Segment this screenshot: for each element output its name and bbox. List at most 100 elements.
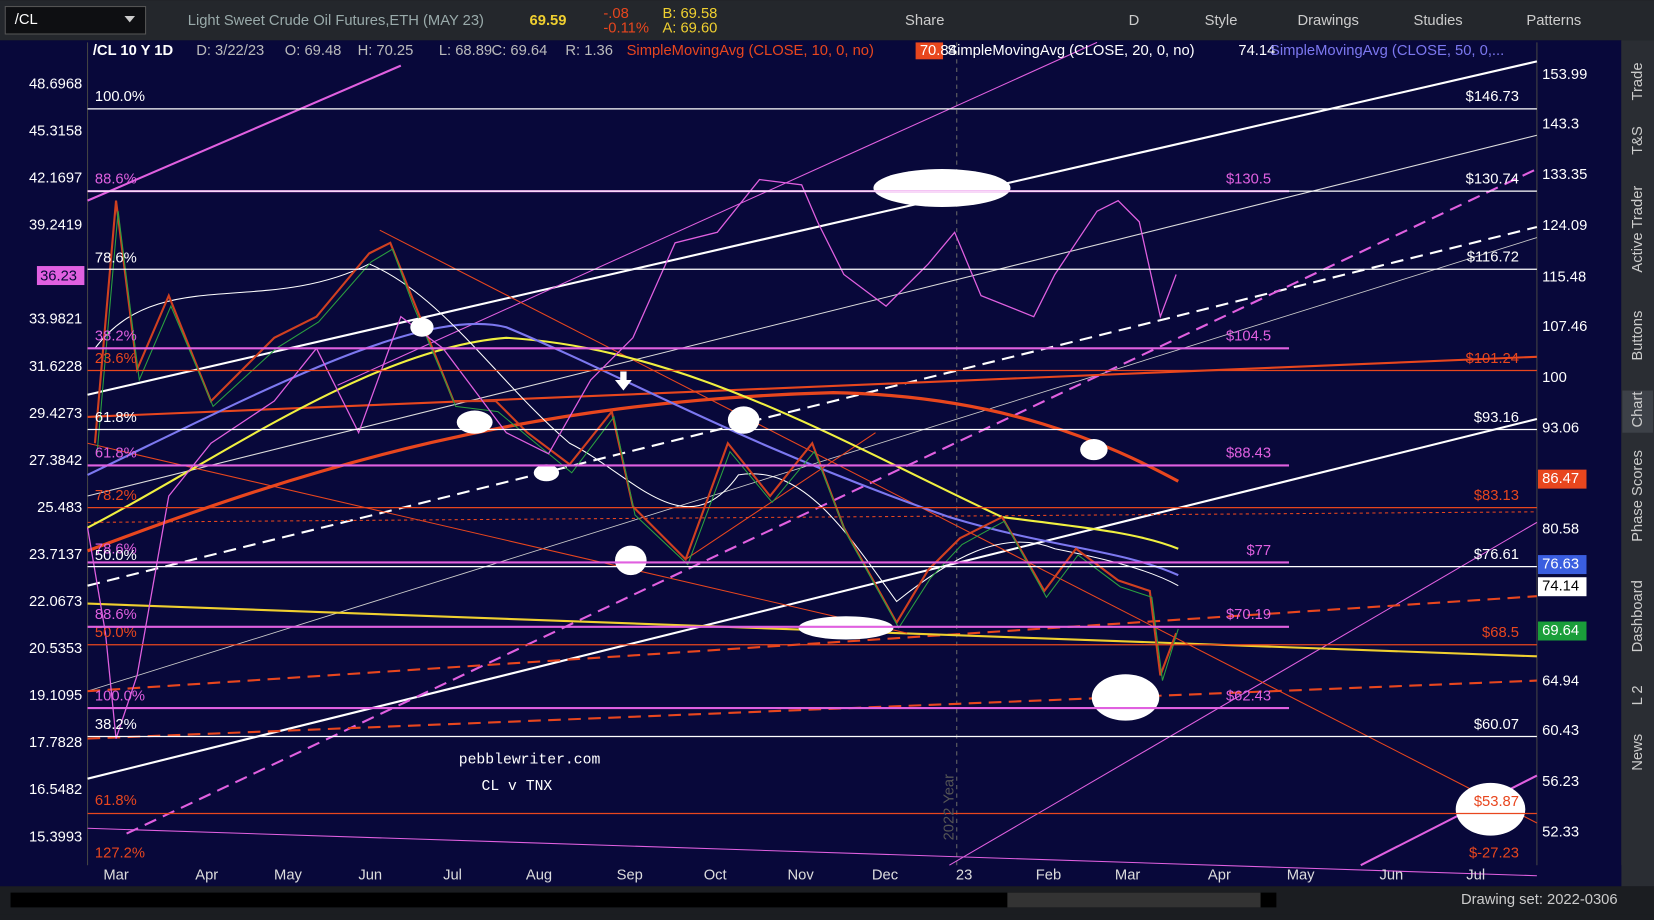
- left-axis-label: 25.483: [37, 500, 82, 516]
- right-axis-label: 80.58: [1542, 522, 1579, 538]
- header-symbol: /CL 10 Y 1D: [93, 43, 174, 59]
- level-label: $68.5: [1482, 625, 1519, 641]
- tnx-line: [86, 178, 1177, 739]
- right-axis-label: 93.06: [1542, 420, 1579, 436]
- change: -.08: [603, 6, 628, 22]
- toolbar-button[interactable]: Patterns: [1526, 13, 1581, 29]
- fib-label: 23.6%: [95, 351, 137, 367]
- price-badge: [36, 266, 85, 286]
- scroll-thumb[interactable]: [1007, 892, 1261, 908]
- value-badge: [915, 42, 944, 60]
- month-label: Dec: [872, 868, 898, 884]
- left-axis-label: 42.1697: [29, 171, 82, 187]
- level-label: $76.61: [1474, 547, 1519, 563]
- header-range: R: 1.36: [565, 43, 613, 59]
- side-tab[interactable]: Trade: [1630, 62, 1646, 100]
- left-axis-label: 29.4273: [29, 406, 82, 422]
- right-axis-label: 124.09: [1542, 218, 1587, 234]
- trend-line: [87, 64, 402, 202]
- right-axis-label: 115.48: [1542, 270, 1586, 286]
- price-badge-label: 69.64: [1542, 623, 1579, 639]
- left-axis-label: 45.3158: [29, 124, 82, 140]
- symbol-box[interactable]: [4, 6, 147, 35]
- fib-label: 50.0%: [95, 548, 137, 564]
- month-label: Jul: [443, 868, 462, 884]
- highlight: [614, 545, 647, 576]
- level-label: $53.87: [1474, 794, 1519, 810]
- trend-line: [87, 827, 1537, 877]
- right-axis-label: 153.99: [1542, 67, 1587, 83]
- fib-label: 78.6%: [95, 251, 137, 267]
- description: Light Sweet Crude Oil Futures,ETH (MAY 2…: [188, 13, 484, 29]
- price-badge-label: 86.47: [1542, 471, 1579, 487]
- left-axis-label: 27.3842: [29, 453, 82, 469]
- month-label: Nov: [788, 868, 815, 884]
- last-price: 69.59: [530, 13, 567, 29]
- toolbar-button[interactable]: Style: [1205, 13, 1238, 29]
- month-label: Feb: [1036, 868, 1061, 884]
- price-badge: [1537, 555, 1587, 575]
- level-label: $60.07: [1474, 717, 1519, 733]
- header-sma10: SimpleMovingAvg (CLOSE, 10, 0, no): [627, 43, 874, 59]
- fib-label: 88.6%: [95, 607, 137, 623]
- trend-line: [87, 595, 1537, 693]
- fib-label: 127.2%: [95, 846, 145, 862]
- level-label: $116.72: [1467, 250, 1519, 266]
- left-axis-label: 19.1095: [29, 688, 82, 704]
- toolbar-button[interactable]: Drawings: [1297, 13, 1358, 29]
- month-label: Jul: [1466, 868, 1485, 884]
- right-axis-label: 56.23: [1542, 774, 1579, 790]
- fib-label: 50.0%: [95, 625, 137, 641]
- toolbar-button[interactable]: Share: [905, 13, 944, 29]
- side-tab[interactable]: News: [1630, 734, 1646, 771]
- side-tab[interactable]: Buttons: [1630, 311, 1646, 361]
- side-tab[interactable]: Active Trader: [1630, 186, 1646, 273]
- right-axis-label: 143.3: [1542, 117, 1579, 133]
- price-badge-label: 74.14: [1542, 579, 1579, 595]
- side-tabs: [1621, 40, 1654, 887]
- fib-label: 78.6%: [95, 542, 137, 558]
- toolbar-button[interactable]: Studies: [1413, 13, 1462, 29]
- trend-line: [87, 134, 1538, 497]
- fib-label: 38.2%: [95, 329, 137, 345]
- level-label: $83.13: [1474, 488, 1519, 504]
- price-badge-label: 76.63: [1542, 556, 1579, 572]
- level-label: $130.5: [1226, 171, 1271, 187]
- header-sma20: SimpleMovingAvg (CLOSE, 20, 0, no): [947, 43, 1194, 59]
- right-axis-label: 107.46: [1542, 319, 1587, 335]
- side-tab[interactable]: Chart: [1630, 391, 1646, 427]
- side-tab[interactable]: T&S: [1630, 126, 1646, 155]
- level-label: $88.43: [1226, 446, 1271, 462]
- toolbar-button[interactable]: D: [1129, 13, 1140, 29]
- left-axis-label: 33.9821: [29, 312, 82, 328]
- highlight: [533, 464, 560, 482]
- right-axis-label: 60.43: [1542, 723, 1579, 739]
- left-axis-label: 17.7828: [29, 735, 82, 751]
- header-sma20-value: 74.14: [1238, 43, 1275, 59]
- fib-label: 61.8%: [95, 410, 137, 426]
- month-label: Mar: [103, 868, 128, 884]
- side-tab[interactable]: L 2: [1630, 685, 1646, 705]
- trend-line: [87, 60, 1538, 396]
- level-label: $146.73: [1466, 89, 1519, 105]
- level-label: $93.16: [1474, 410, 1519, 426]
- trend-line: [87, 417, 1538, 780]
- highlight: [1080, 439, 1108, 461]
- fib-label: 100.0%: [95, 89, 145, 105]
- side-tab[interactable]: Phase Scores: [1630, 450, 1646, 542]
- month-label: May: [1287, 868, 1315, 884]
- price-badge: [1537, 577, 1587, 597]
- highlight: [727, 406, 760, 434]
- highlight: [1091, 674, 1160, 721]
- month-label: Sep: [617, 868, 643, 884]
- left-axis-label: 15.3993: [29, 829, 82, 845]
- fib-label: 78.2%: [95, 488, 137, 504]
- level-label: $104.5: [1226, 329, 1271, 345]
- side-tab[interactable]: Dashboard: [1630, 580, 1646, 652]
- fib-label: 38.2%: [95, 717, 137, 733]
- left-axis-label: 20.5353: [29, 641, 82, 657]
- highlight: [873, 168, 1011, 207]
- level-label: $-27.23: [1469, 846, 1519, 862]
- scroll-track[interactable]: [10, 892, 1277, 908]
- annotation: pebblewriter.com: [459, 753, 601, 769]
